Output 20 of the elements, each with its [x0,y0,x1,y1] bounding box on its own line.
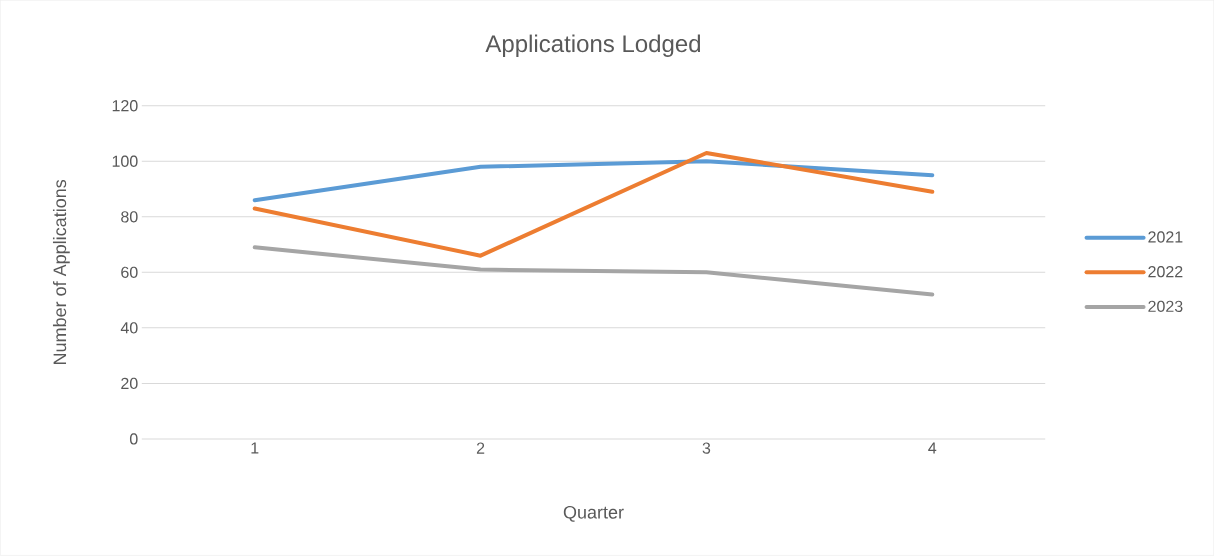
x-axis-title: Quarter [563,506,624,523]
y-tick-label: 100 [112,155,138,168]
line-series [252,159,935,203]
y-tick-label: 20 [121,377,138,390]
y-tick-label: 120 [112,100,138,112]
y-tick-label: 80 [121,211,138,223]
y-tick-label: 40 [120,322,138,334]
x-tick-label: 1 [251,442,259,454]
y-tick-label: 60 [121,266,138,279]
x-tick-label: 2 [476,442,485,454]
chart-title: Applications Lodged [485,34,701,58]
y-axis-title: Number of Applications [52,180,70,365]
x-tick-label: 4 [928,442,937,454]
line-series [252,245,935,297]
legend-label: 2023 [1148,300,1183,313]
legend-label: 2022 [1148,266,1183,278]
y-tick-label: 0 [129,433,138,445]
x-tick-label: 3 [702,442,711,454]
legend-label: 2021 [1148,231,1183,243]
line-series [252,151,935,258]
